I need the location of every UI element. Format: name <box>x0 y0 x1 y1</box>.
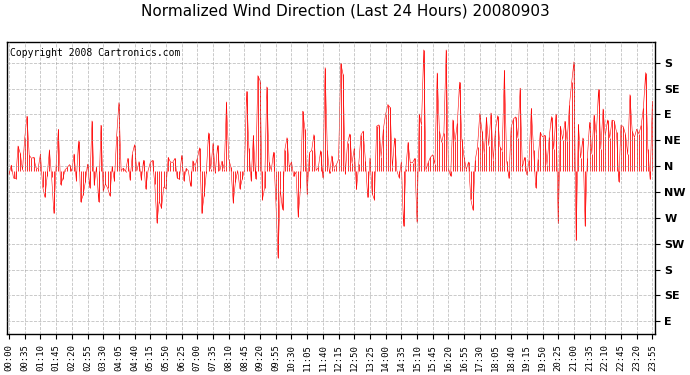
Text: Normalized Wind Direction (Last 24 Hours) 20080903: Normalized Wind Direction (Last 24 Hours… <box>141 4 549 19</box>
Text: Copyright 2008 Cartronics.com: Copyright 2008 Cartronics.com <box>10 48 180 58</box>
